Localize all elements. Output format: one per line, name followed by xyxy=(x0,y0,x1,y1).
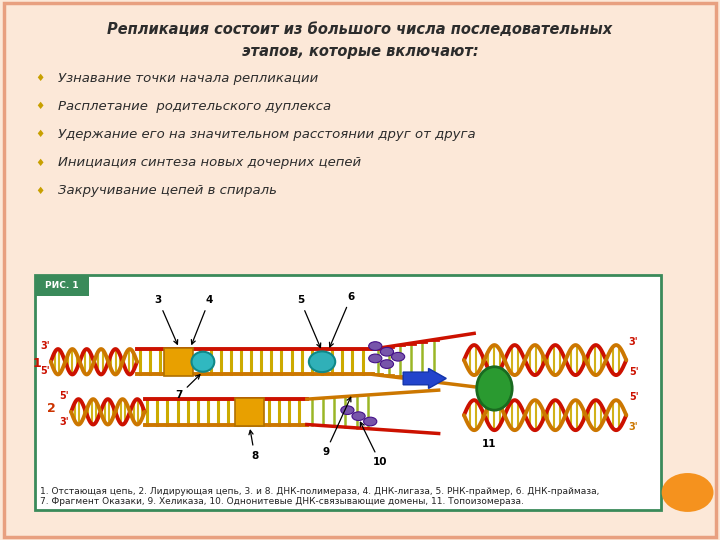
Text: ♦: ♦ xyxy=(35,186,44,195)
Circle shape xyxy=(392,353,405,361)
Circle shape xyxy=(380,360,394,368)
Text: 7: 7 xyxy=(175,375,200,401)
Ellipse shape xyxy=(192,352,215,372)
Text: ♦: ♦ xyxy=(35,158,44,167)
Text: ♦: ♦ xyxy=(35,102,44,111)
Text: 10: 10 xyxy=(360,422,387,467)
Circle shape xyxy=(352,412,365,421)
Text: 3': 3' xyxy=(60,416,69,427)
Text: 11: 11 xyxy=(482,439,496,449)
Text: 6: 6 xyxy=(330,292,355,347)
Text: ♦: ♦ xyxy=(35,73,44,83)
Text: Закручивание цепей в спираль: Закручивание цепей в спираль xyxy=(58,184,276,197)
Circle shape xyxy=(380,347,394,356)
Text: 3': 3' xyxy=(40,341,50,351)
Text: Расплетание  родительского дуплекса: Расплетание родительского дуплекса xyxy=(58,100,330,113)
Text: 8: 8 xyxy=(249,430,258,461)
Text: 4: 4 xyxy=(192,295,213,344)
Circle shape xyxy=(662,473,714,512)
Text: 3: 3 xyxy=(155,295,178,344)
Text: Узнавание точки начала репликации: Узнавание точки начала репликации xyxy=(58,72,318,85)
Text: 1: 1 xyxy=(33,357,42,370)
Circle shape xyxy=(341,406,354,415)
Text: 1. Отстающая цепь, 2. Лидирующая цепь, 3. и 8. ДНК-полимераза, 4. ДНК-лигаза, 5.: 1. Отстающая цепь, 2. Лидирующая цепь, 3… xyxy=(40,487,600,506)
Ellipse shape xyxy=(477,367,512,410)
FancyBboxPatch shape xyxy=(164,348,193,376)
Text: РИС. 1: РИС. 1 xyxy=(45,281,78,290)
Text: Инициация синтеза новых дочерних цепей: Инициация синтеза новых дочерних цепей xyxy=(58,156,361,169)
Circle shape xyxy=(364,417,377,426)
Text: 5': 5' xyxy=(60,391,69,401)
Text: 5: 5 xyxy=(297,295,320,348)
FancyArrow shape xyxy=(403,368,446,388)
Text: ♦: ♦ xyxy=(35,130,44,139)
Text: 9: 9 xyxy=(322,397,351,457)
FancyBboxPatch shape xyxy=(35,275,89,296)
Text: 5': 5' xyxy=(629,392,639,402)
Text: 3': 3' xyxy=(629,422,639,432)
Text: 5': 5' xyxy=(40,367,50,376)
Circle shape xyxy=(369,342,382,350)
Text: 3': 3' xyxy=(629,337,639,347)
Ellipse shape xyxy=(309,352,336,372)
FancyBboxPatch shape xyxy=(235,398,264,426)
Circle shape xyxy=(369,354,382,363)
Text: 5': 5' xyxy=(629,367,639,377)
Text: Удержание его на значительном расстоянии друг от друга: Удержание его на значительном расстоянии… xyxy=(58,128,475,141)
Text: этапов, которые включают:: этапов, которые включают: xyxy=(242,44,478,59)
Text: 2: 2 xyxy=(48,402,56,415)
FancyBboxPatch shape xyxy=(35,275,661,510)
Text: Репликация состоит из большого числа последовательных: Репликация состоит из большого числа пос… xyxy=(107,22,613,37)
